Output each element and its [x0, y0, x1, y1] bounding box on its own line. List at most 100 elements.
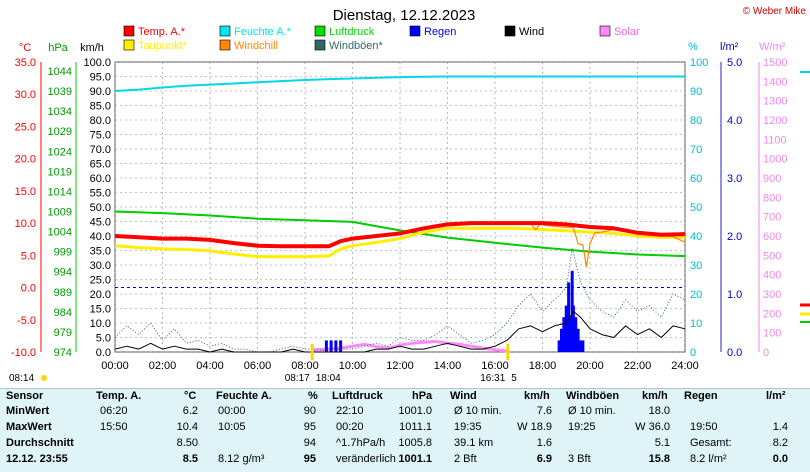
wind-tick-label: 40.0	[90, 231, 111, 243]
legend-label: Taupunkt*	[138, 40, 188, 52]
x-tick-label: 12:00	[386, 360, 414, 372]
summary-cell-c9: 3 Bft	[568, 453, 591, 465]
legend-label: Temp. A.*	[138, 26, 186, 38]
pressure-tick-label: 1034	[48, 106, 72, 118]
x-tick-label: 22:00	[624, 360, 652, 372]
summary-cell-c2: 6.2	[182, 405, 198, 417]
summary-cell-c7: 2 Bft	[454, 453, 477, 465]
pressure-unit-label: hPa	[48, 42, 68, 54]
humidity-tick-label: 0	[690, 347, 696, 359]
solar-tick-label: 900	[763, 173, 781, 185]
rain-bar	[329, 340, 333, 352]
x-tick-label: 00:00	[101, 360, 129, 372]
rain-unit-label: l/m²	[720, 41, 739, 53]
legend-label: Luftdruck	[329, 26, 375, 38]
summary-cell-c12: 1.4	[772, 421, 788, 433]
legend-swatch	[314, 25, 326, 37]
pressure-tick-label: 974	[54, 347, 72, 359]
x-tick-label: 16:00	[481, 360, 509, 372]
humidity-tick-label: 90	[690, 86, 702, 98]
solar-tick-label: 500	[763, 250, 781, 262]
rain-bar	[564, 305, 568, 352]
wind-unit-label: km/h	[80, 42, 104, 54]
pressure-tick-label: 1014	[48, 186, 72, 198]
solar-tick-label: 1000	[763, 154, 787, 166]
pressure-tick-label: 1009	[48, 207, 72, 219]
legend-swatch	[123, 25, 135, 37]
solar-tick-label: 300	[763, 289, 781, 301]
rain-bar	[579, 340, 582, 352]
summary-table: Sensor Temp. A. °C Feuchte A. % Luftdruc…	[0, 388, 810, 472]
axes: 00:00 02:00 04:00 06:00 08:00 10:00 12:00 14:00…	[9, 41, 787, 384]
rain-tick-label: 1.0	[727, 289, 742, 301]
legend-label: Wind	[519, 26, 544, 38]
sunrise-label: 08:17	[285, 373, 310, 384]
summary-cell-c2: 8.5	[182, 453, 198, 465]
sun-dot	[41, 375, 47, 381]
wind-tick-label: 60.0	[90, 173, 111, 185]
humidity-tick-label: 100	[690, 57, 708, 69]
summary-cell-c10: 5.1	[654, 437, 670, 449]
wind-tick-label: 55.0	[90, 188, 111, 200]
summary-cell-c9: Ø 10 min.	[568, 405, 616, 417]
legend: Temp. A.* Feuchte A.* Luftdruck Regen Wind So…	[123, 25, 810, 323]
sunrise-note: 18:04	[316, 373, 341, 384]
summary-cell-c6: 1011.1	[399, 421, 432, 433]
copyright-text: © Weber Mike	[743, 6, 807, 17]
summary-cell-label: 12.12. 23:55	[6, 453, 68, 465]
humidity-tick-label: 80	[690, 115, 702, 127]
header-rain: Regen	[684, 390, 718, 402]
temp-tick-label: -5.0	[17, 315, 36, 327]
wind-tick-label: 90.0	[90, 86, 111, 98]
summary-cell-c4: 95	[303, 421, 316, 433]
solar-tick-label: 400	[763, 270, 781, 282]
solar-tick-label: 1500	[763, 57, 787, 69]
summary-cell-c10: 18.0	[648, 405, 670, 417]
summary-cell-c6: 1005.8	[398, 437, 432, 449]
rain-bar	[324, 340, 328, 352]
temp-tick-label: -10.0	[11, 347, 36, 359]
summary-cell-label: MaxWert	[6, 421, 52, 433]
summary-cell-c8: W 18.9	[517, 421, 552, 433]
summary-cell-c6: 1001.0	[398, 405, 432, 417]
humidity-tick-label: 20	[690, 289, 702, 301]
wind-tick-label: 15.0	[90, 304, 111, 316]
wind-tick-label: 95.0	[90, 72, 111, 84]
pressure-tick-label: 994	[54, 267, 72, 279]
solar-tick-label: 200	[763, 308, 781, 320]
wind-tick-label: 50.0	[90, 202, 111, 214]
summary-cell-c4: 90	[303, 405, 316, 417]
series-solar	[312, 339, 508, 353]
header-humidity-unit: %	[308, 390, 318, 402]
summary-cell-c5: 22:10	[336, 405, 364, 417]
x-tick-label: 06:00	[244, 360, 272, 372]
series-humidity	[114, 75, 685, 92]
legend-label: Regen	[424, 26, 456, 38]
solar-tick-label: 800	[763, 192, 781, 204]
pressure-tick-label: 989	[54, 287, 72, 299]
pressure-tick-label: 1029	[48, 126, 72, 138]
series-temperature	[114, 221, 686, 249]
solar-tick-label: 1300	[763, 96, 787, 108]
solar-unit-label: W/m²	[759, 41, 786, 53]
solar-tick-label: 600	[763, 231, 781, 243]
header-wind-unit: km/h	[524, 390, 550, 402]
rain-bar	[562, 317, 566, 352]
x-tick-label: 24:00	[671, 360, 699, 372]
x-tick-label: 04:00	[196, 360, 224, 372]
header-pressure-unit: hPa	[412, 390, 433, 402]
solar-tick-label: 700	[763, 212, 781, 224]
header-sensor: Sensor	[6, 390, 44, 402]
summary-cell-c3: 00:00	[218, 405, 246, 417]
legend-swatch	[409, 25, 421, 37]
grid	[114, 61, 686, 353]
rain-bar	[557, 340, 561, 352]
temp-tick-label: 10.0	[15, 218, 36, 230]
sunset-marker	[506, 344, 510, 360]
solar-tick-label: 0	[763, 347, 769, 359]
summary-cell-c4: 94	[303, 437, 316, 449]
humidity-tick-label: 70	[690, 144, 702, 156]
pressure-tick-label: 984	[54, 307, 72, 319]
rain-tick-label: 5.0	[727, 57, 742, 69]
summary-cell-c7: 19:35	[454, 421, 482, 433]
